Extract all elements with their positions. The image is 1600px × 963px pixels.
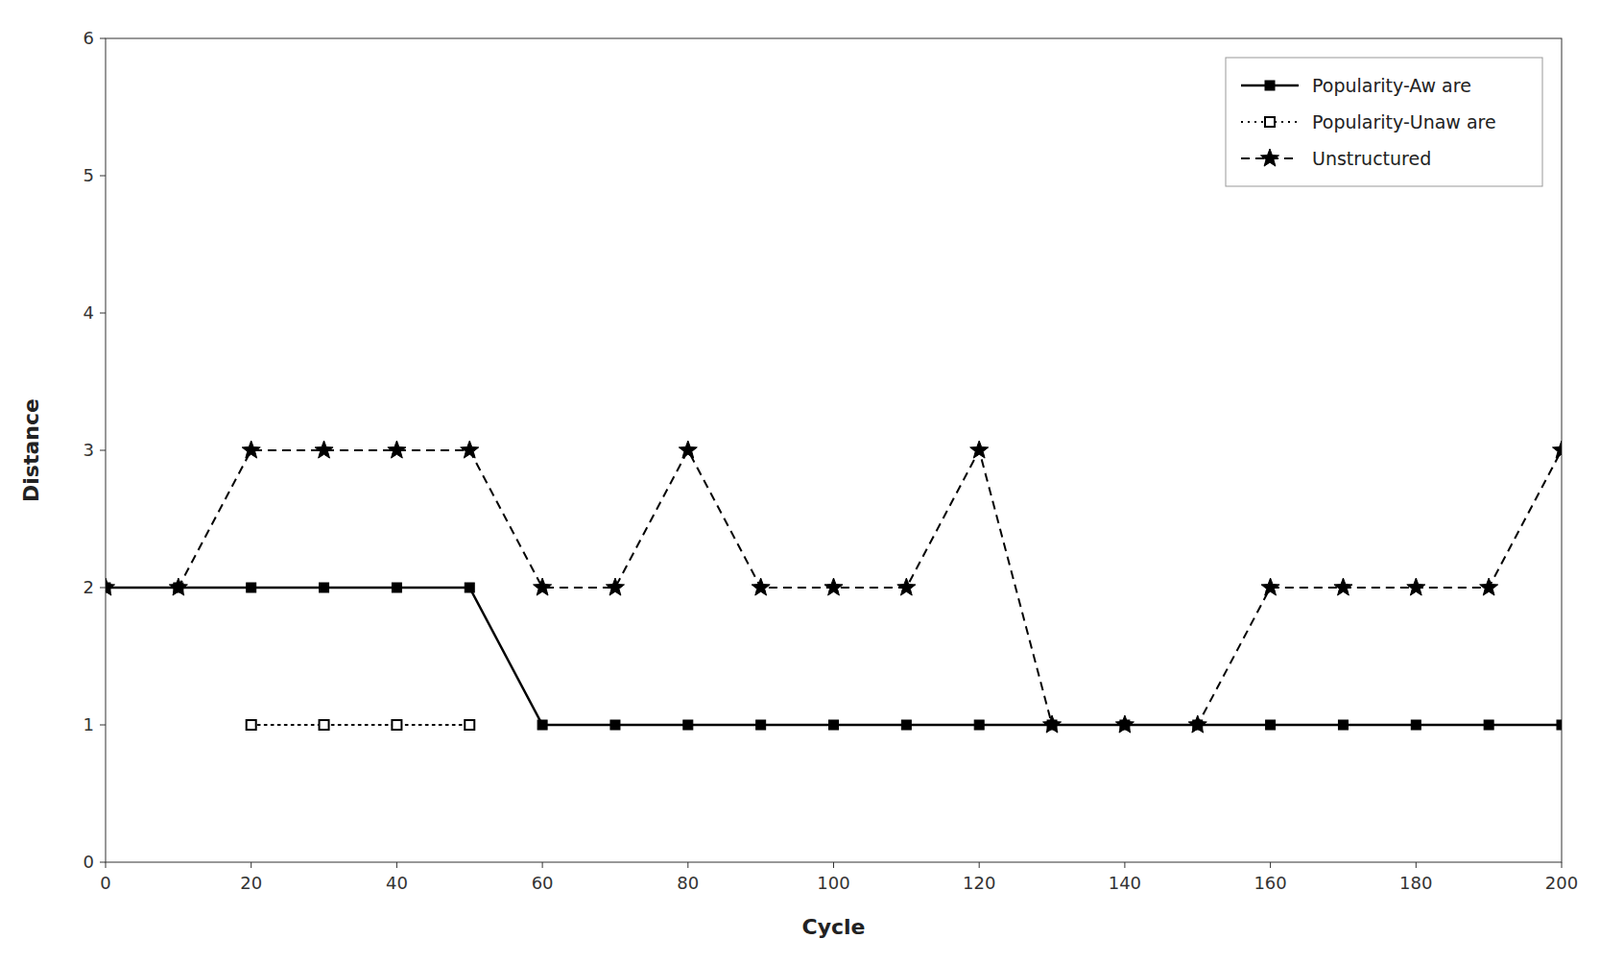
point — [246, 582, 257, 593]
y-tick-label: 6 — [83, 27, 95, 48]
legend-marker — [1260, 148, 1279, 167]
x-tick-label: 40 — [385, 872, 408, 893]
point — [683, 719, 693, 730]
point — [537, 719, 548, 730]
point — [1188, 715, 1207, 733]
x-tick — [250, 861, 252, 868]
point — [901, 719, 911, 730]
x-tick-label: 120 — [962, 872, 996, 893]
x-tick-label: 80 — [676, 872, 699, 893]
point — [1337, 719, 1348, 730]
point — [168, 577, 188, 596]
x-tick — [1561, 861, 1563, 868]
x-tick-label: 100 — [816, 872, 850, 893]
legend-marker — [1265, 117, 1275, 127]
series-line — [105, 587, 1562, 725]
point — [974, 719, 984, 730]
plot-frame — [105, 38, 1562, 862]
point — [897, 577, 916, 596]
y-tick — [99, 38, 106, 40]
point — [533, 577, 552, 596]
legend-label: Popularity-Unaw are — [1312, 111, 1497, 133]
legend-frame — [1225, 57, 1543, 187]
y-axis-label: Distance — [19, 398, 44, 502]
point — [460, 440, 479, 458]
point — [105, 577, 116, 596]
x-tick-label: 0 — [99, 872, 111, 893]
x-tick — [105, 861, 107, 868]
y-tick — [99, 861, 106, 863]
y-tick-label: 2 — [83, 576, 95, 598]
legend-marker — [1265, 80, 1275, 91]
point — [970, 440, 989, 458]
point — [756, 719, 766, 730]
y-tick-label: 3 — [83, 439, 95, 460]
point — [1261, 577, 1280, 596]
series — [105, 582, 1562, 730]
series-line — [251, 723, 471, 726]
legend: Popularity-Aw are Popularity-Unaw are Unst… — [1225, 57, 1543, 187]
series — [246, 719, 476, 730]
legend-label: Unstructured — [1312, 147, 1432, 169]
point — [1407, 577, 1426, 596]
x-axis-label: Cycle — [802, 914, 866, 939]
point — [829, 719, 839, 730]
x-tick-label: 140 — [1108, 872, 1142, 893]
x-tick — [979, 861, 980, 868]
point — [387, 440, 406, 458]
point — [241, 440, 261, 458]
y-tick — [99, 724, 106, 726]
x-tick-label: 20 — [239, 872, 263, 893]
x-tick-label: 160 — [1253, 872, 1287, 893]
chart: 0 20 40 60 80 100 120 140 160 180 200 0 1 2 3 4 5 6 Cycle D… — [0, 0, 1600, 963]
point — [1410, 719, 1421, 730]
point — [605, 577, 624, 596]
legend-label: Popularity-Aw are — [1312, 74, 1472, 96]
point — [391, 719, 402, 730]
point — [464, 719, 475, 730]
y-tick — [99, 450, 106, 452]
y-tick — [99, 312, 106, 314]
point — [1556, 719, 1562, 730]
point — [1115, 715, 1134, 733]
x-tick-label: 200 — [1545, 872, 1578, 893]
series — [105, 440, 1562, 733]
point — [1043, 715, 1062, 733]
point — [1480, 577, 1499, 596]
x-tick — [687, 861, 689, 868]
x-tick — [1269, 861, 1271, 868]
point — [314, 440, 334, 458]
point — [678, 440, 697, 458]
x-tick — [396, 861, 398, 868]
y-tick — [99, 587, 106, 589]
y-tick-label: 4 — [83, 302, 95, 323]
point — [319, 719, 330, 730]
point — [1265, 719, 1276, 730]
x-tick — [833, 861, 835, 868]
point — [246, 719, 257, 730]
x-tick-label: 60 — [531, 872, 554, 893]
point — [751, 577, 770, 596]
point — [1334, 577, 1353, 596]
point — [319, 582, 330, 593]
x-tick — [542, 861, 544, 868]
point — [824, 577, 843, 596]
point — [1483, 719, 1494, 730]
x-tick-label: 180 — [1399, 872, 1433, 893]
point — [391, 582, 402, 593]
background — [0, 0, 1600, 963]
plot-area — [105, 440, 1562, 733]
point — [464, 582, 475, 593]
y-tick — [99, 175, 106, 177]
axes: 0 20 40 60 80 100 120 140 160 180 200 0 1 2 3 4 5 6 — [83, 27, 1579, 893]
x-tick — [1415, 861, 1417, 868]
x-tick — [1123, 861, 1125, 868]
series-line — [105, 450, 1562, 725]
point — [610, 719, 621, 730]
y-tick-label: 1 — [83, 714, 95, 735]
point — [1552, 440, 1562, 458]
y-tick-label: 0 — [83, 851, 95, 872]
y-tick-label: 5 — [83, 165, 95, 186]
